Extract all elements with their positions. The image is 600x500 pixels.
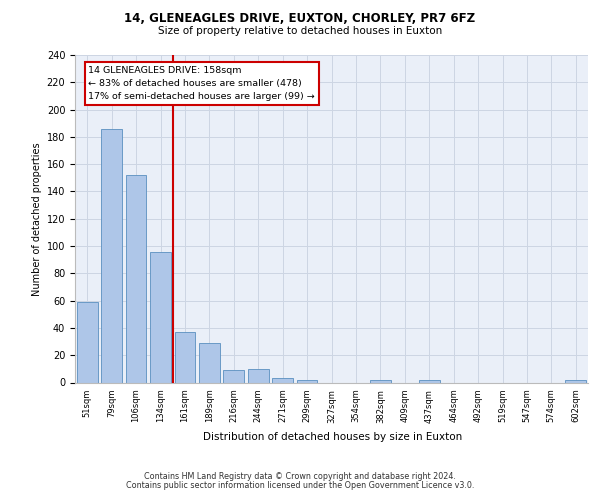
Bar <box>101 128 122 382</box>
Bar <box>272 378 293 382</box>
Bar <box>199 343 220 382</box>
Bar <box>150 252 171 382</box>
Bar <box>370 380 391 382</box>
Bar <box>565 380 586 382</box>
Bar <box>125 175 146 382</box>
Bar <box>248 369 269 382</box>
Bar <box>296 380 317 382</box>
Text: 14, GLENEAGLES DRIVE, EUXTON, CHORLEY, PR7 6FZ: 14, GLENEAGLES DRIVE, EUXTON, CHORLEY, P… <box>124 12 476 26</box>
Bar <box>175 332 196 382</box>
Bar <box>223 370 244 382</box>
Text: Contains HM Land Registry data © Crown copyright and database right 2024.: Contains HM Land Registry data © Crown c… <box>144 472 456 481</box>
Text: 14 GLENEAGLES DRIVE: 158sqm
← 83% of detached houses are smaller (478)
17% of se: 14 GLENEAGLES DRIVE: 158sqm ← 83% of det… <box>88 66 315 102</box>
Text: Distribution of detached houses by size in Euxton: Distribution of detached houses by size … <box>203 432 463 442</box>
Text: Contains public sector information licensed under the Open Government Licence v3: Contains public sector information licen… <box>126 481 474 490</box>
Bar <box>77 302 98 382</box>
Y-axis label: Number of detached properties: Number of detached properties <box>32 142 43 296</box>
Text: Size of property relative to detached houses in Euxton: Size of property relative to detached ho… <box>158 26 442 36</box>
Bar <box>419 380 440 382</box>
